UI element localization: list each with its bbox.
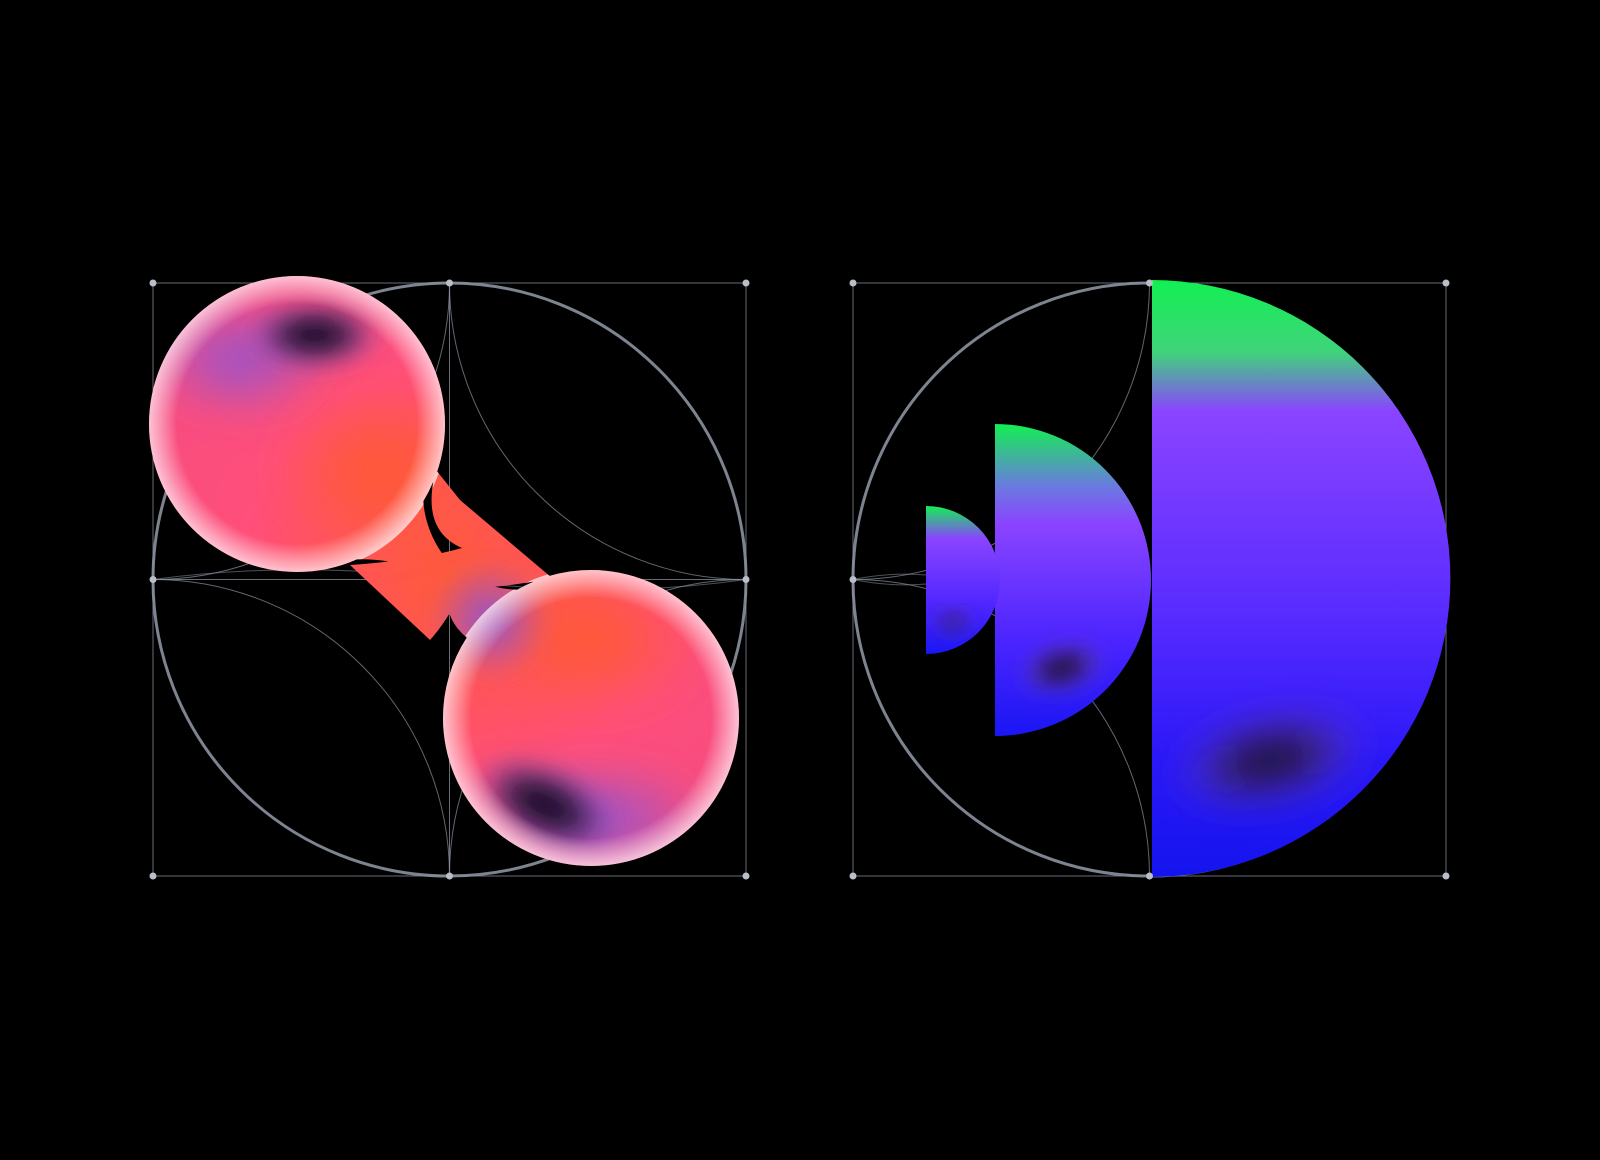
small-half-circle	[926, 506, 1000, 654]
large-half-circle	[1152, 280, 1451, 877]
medium-half-circle	[995, 424, 1151, 736]
right-construction-points	[849, 279, 1450, 880]
blue-half-circles-mark	[926, 280, 1451, 877]
left-construction-points	[149, 279, 750, 880]
